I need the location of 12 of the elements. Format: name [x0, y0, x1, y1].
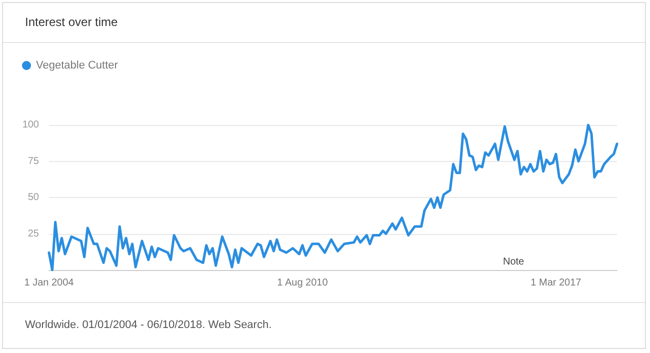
- y-tick-label: 50: [28, 192, 40, 203]
- y-tick-label: 75: [28, 156, 40, 167]
- x-tick-label: 1 Mar 2017: [530, 278, 582, 288]
- y-tick-label: 25: [28, 228, 40, 240]
- line-series: [48, 124, 618, 272]
- text: Worldwide. 01/01/2004 - 06/10/2018. Web Search.: [3, 302, 645, 348]
- y-tick-label: 100: [22, 120, 40, 130]
- x-tick-label: 1 Jan 2004: [24, 278, 74, 288]
- x-tick-label: 1 Aug 2010: [277, 278, 328, 288]
- chart-title: Interest over time: [3, 3, 645, 43]
- annotation: Note: [503, 256, 525, 268]
- legend-label: Vegetable Cutter: [36, 60, 118, 72]
